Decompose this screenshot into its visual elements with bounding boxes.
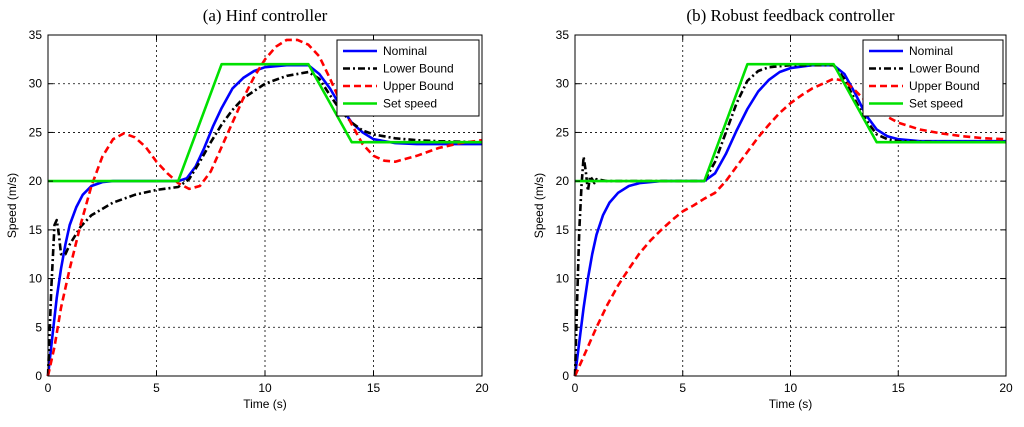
chart-title: (a) Hinf controller — [203, 6, 328, 25]
legend-label: Upper Bound — [909, 79, 980, 93]
y-tick-label: 35 — [556, 28, 570, 42]
legend: Nominal Lower Bound Upper Bound Set speed — [336, 39, 480, 117]
y-tick-label: 0 — [562, 369, 569, 383]
legend: Nominal Lower Bound Upper Bound Set speed — [862, 39, 1004, 117]
chart-panel-0: 0 5 10 15 20 0 5 10 15 20 25 30 35 (a) Hinf controlle… — [5, 6, 489, 411]
series-line-upper-bound — [46, 38, 483, 377]
series-line-set-speed — [48, 62, 482, 183]
y-tick-label: 5 — [35, 320, 42, 334]
y-tick-label: 30 — [556, 77, 570, 91]
y-tick-label: 10 — [556, 272, 570, 286]
x-tick-label: 15 — [892, 381, 906, 395]
y-tick-label: 15 — [29, 223, 43, 237]
y-tick-label: 30 — [29, 77, 43, 91]
y-tick-label: 5 — [562, 320, 569, 334]
legend-label: Lower Bound — [909, 62, 980, 76]
legend-label: Nominal — [909, 44, 953, 58]
chart-title: (b) Robust feedback controller — [686, 6, 895, 25]
x-tick-label: 20 — [475, 381, 489, 395]
x-tick-label: 15 — [367, 381, 381, 395]
x-tick-label: 5 — [679, 381, 686, 395]
x-tick-label: 20 — [999, 381, 1013, 395]
x-tick-label: 10 — [784, 381, 798, 395]
series-line-nominal — [573, 63, 1006, 377]
series-line-nominal — [46, 63, 482, 377]
y-tick-label: 35 — [29, 28, 43, 42]
y-tick-label: 0 — [35, 369, 42, 383]
y-tick-label: 15 — [556, 223, 570, 237]
y-tick-label: 10 — [29, 272, 43, 286]
series-line-lower-bound — [46, 70, 483, 377]
series-line-set-speed — [575, 62, 1006, 183]
y-tick-label: 20 — [29, 174, 43, 188]
x-axis-label: Time (s) — [769, 397, 813, 411]
y-axis-label: Speed (m/s) — [532, 173, 546, 238]
series-line-lower-bound — [573, 63, 1006, 377]
legend-label: Set speed — [909, 97, 963, 111]
legend-label: Nominal — [383, 44, 427, 58]
chart-panel-1: 0 5 10 15 20 0 5 10 15 20 25 30 35 (b) Robust feedbac… — [532, 6, 1013, 411]
y-tick-label: 25 — [29, 125, 43, 139]
legend-label: Lower Bound — [383, 62, 454, 76]
x-tick-label: 10 — [258, 381, 272, 395]
y-tick-label: 25 — [556, 125, 570, 139]
x-tick-label: 0 — [572, 381, 579, 395]
x-axis-label: Time (s) — [243, 397, 287, 411]
y-tick-label: 20 — [556, 174, 570, 188]
legend-label: Upper Bound — [383, 79, 454, 93]
legend-label: Set speed — [383, 97, 437, 111]
x-tick-label: 5 — [153, 381, 160, 395]
series-line-upper-bound — [573, 77, 1007, 377]
y-axis-label: Speed (m/s) — [5, 173, 19, 238]
x-tick-label: 0 — [45, 381, 52, 395]
